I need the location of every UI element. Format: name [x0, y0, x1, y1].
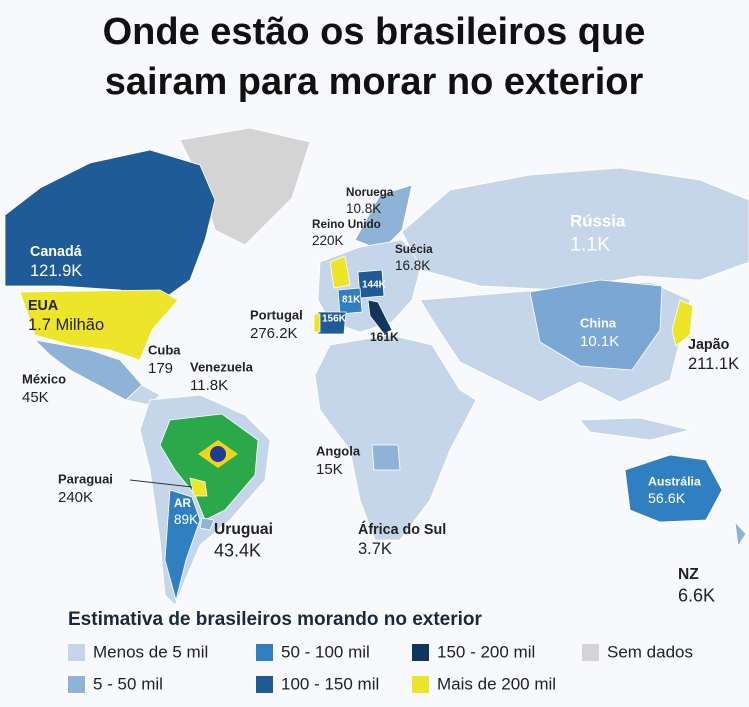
legend: Menos de 5 mil 5 - 50 mil 50 - 100 mil 100 …: [68, 642, 693, 693]
country-value: 220K: [312, 233, 344, 248]
country-name: Reino Unido: [312, 218, 381, 231]
country-value: 211.1K: [688, 355, 739, 373]
country-value: 43.4K: [214, 540, 261, 560]
legend-swatch: [256, 676, 273, 693]
russia: [401, 167, 749, 291]
legend-swatch: [582, 644, 599, 661]
country-value: 179: [148, 360, 173, 377]
countries: [4, 127, 749, 606]
country-name: Noruega: [346, 186, 394, 199]
country-name: Angola: [316, 443, 361, 458]
legend-label: Sem dados: [607, 642, 693, 661]
title-line: Onde estão os brasileiros que: [103, 11, 646, 53]
legend-label: 100 - 150 mil: [281, 674, 379, 693]
country-value: 10.1K: [580, 333, 619, 350]
small-label: 156K: [322, 314, 347, 325]
uk: [329, 255, 351, 289]
uruguay: [199, 517, 215, 531]
legend-swatch: [68, 676, 85, 693]
legend-label: Mais de 200 mil: [437, 674, 556, 693]
china: [529, 279, 663, 371]
argentina: [164, 489, 201, 602]
small-label: 144K: [362, 280, 387, 291]
country-name: Venezuela: [190, 359, 254, 374]
legend-label: Menos de 5 mil: [93, 642, 208, 661]
country-value: 10.8K: [346, 201, 381, 216]
legend-swatch: [68, 644, 85, 661]
new-zealand: [734, 520, 747, 548]
country-name: Paraguai: [58, 471, 113, 486]
australia: [624, 454, 723, 523]
country-value: 1.1K: [570, 234, 610, 256]
country-value: 1.7 Milhão: [28, 316, 104, 334]
country-name: Austrália: [648, 474, 701, 488]
legend-swatch: [412, 676, 429, 693]
country-name: Portugal: [250, 307, 303, 322]
country-value: 16.8K: [395, 258, 430, 273]
africa: [314, 334, 477, 541]
legend-label: 5 - 50 mil: [93, 674, 163, 693]
country-name: Rússia: [570, 211, 626, 230]
legend-swatch: [412, 644, 429, 661]
italy: [367, 299, 393, 335]
country-name: Suécia: [395, 243, 433, 256]
country-value: 240K: [58, 489, 93, 506]
legend-label: 150 - 200 mil: [437, 642, 535, 661]
country-name: Cuba: [148, 342, 181, 357]
country-name: Uruguai: [214, 521, 273, 538]
country-name: África do Sul: [358, 521, 446, 538]
legend-title: Estimativa de brasileiros morando no ext…: [68, 609, 483, 630]
country-value: 6.6K: [678, 585, 715, 605]
country-value: 121.9K: [30, 262, 82, 280]
country-value: 11.8K: [190, 377, 228, 394]
brazil: [159, 413, 259, 521]
country-name: EUA: [28, 298, 58, 314]
country-name: Canadá: [30, 244, 82, 260]
brazil-flag: [210, 446, 226, 462]
legend-swatch: [256, 644, 273, 661]
country-value: 15K: [316, 461, 343, 478]
angola: [371, 444, 401, 471]
small-label: 81K: [342, 295, 361, 306]
france: [337, 287, 363, 315]
country-name: NZ: [678, 566, 699, 583]
country-value: 276.2K: [250, 325, 298, 342]
legend-label: 50 - 100 mil: [281, 642, 370, 661]
usa: [19, 289, 179, 361]
country-value: 56.6K: [648, 491, 686, 507]
portugal: [313, 313, 321, 333]
japan: [671, 299, 694, 347]
country-name: China: [580, 315, 617, 330]
country-value: 89K: [174, 512, 198, 527]
indonesia: [579, 417, 691, 441]
country-name: AR: [174, 497, 191, 510]
labels: Canadá 121.9K EUA 1.7 Milhão Cuba 179 Venezuel…: [22, 186, 739, 605]
country-name: Japão: [688, 337, 730, 353]
small-label: 161K: [370, 330, 399, 344]
title-line: sairam para morar no exterior: [105, 61, 644, 103]
canada: [4, 149, 216, 299]
paraguay: [189, 477, 208, 497]
country-value: 45K: [22, 389, 49, 406]
country-name: México: [22, 371, 66, 386]
paraguay-leader: [129, 479, 193, 488]
country-value: 3.7K: [358, 540, 392, 558]
